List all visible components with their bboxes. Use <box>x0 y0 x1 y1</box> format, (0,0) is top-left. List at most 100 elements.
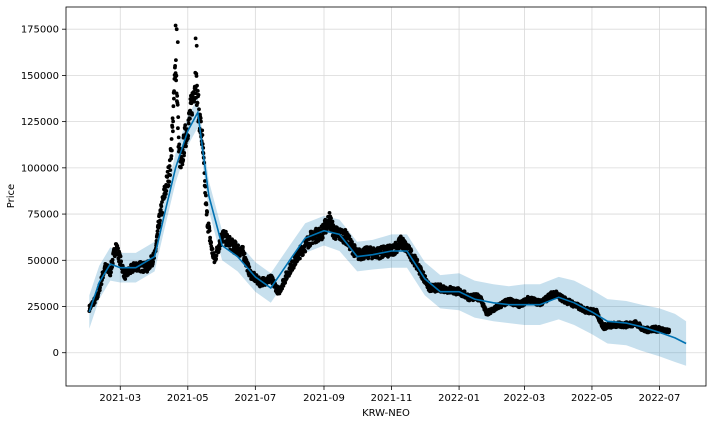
x-tick-label: 2021-07 <box>234 393 276 404</box>
observed-point <box>458 287 462 292</box>
axis-ticks: 0 25000 50000 75000 100000 125000 150000 175000… <box>21 25 681 404</box>
observed-point <box>175 102 180 107</box>
x-tick-label: 2022-01 <box>438 393 480 404</box>
observed-point <box>170 116 175 121</box>
observed-point <box>174 58 178 62</box>
x-tick-label: 2021-09 <box>303 393 345 404</box>
y-tick-label: 100000 <box>21 163 59 174</box>
x-tick-label: 2021-11 <box>371 393 413 404</box>
observed-point <box>200 128 205 133</box>
observed-point <box>179 165 183 170</box>
y-tick-label: 25000 <box>27 302 59 313</box>
observed-point <box>112 254 117 259</box>
observed-point <box>204 202 209 207</box>
observed-point <box>108 273 113 278</box>
observed-point <box>190 112 195 117</box>
observed-point <box>164 189 169 193</box>
observed-outlier-point <box>175 40 180 44</box>
x-tick-label: 2021-05 <box>167 393 209 404</box>
observed-point <box>196 93 201 97</box>
observed-point <box>320 235 325 240</box>
observed-point <box>163 192 168 196</box>
observed-point <box>238 254 242 258</box>
observed-point <box>409 248 414 253</box>
observed-point <box>236 243 241 248</box>
observed-point <box>186 121 191 126</box>
plot-frame <box>65 6 707 387</box>
observed-point <box>343 228 348 232</box>
observed-point <box>212 251 216 255</box>
x-tick-label: 2022-05 <box>571 393 613 404</box>
observed-point <box>110 265 114 269</box>
forecast-path <box>88 109 687 345</box>
observed-point <box>667 329 672 334</box>
observed-point <box>309 229 314 234</box>
y-axis-label: Price <box>6 184 17 208</box>
observed-point <box>171 129 175 134</box>
observed-point <box>166 183 171 188</box>
observed-point <box>233 240 238 245</box>
observed-point <box>118 254 123 259</box>
observed-point <box>177 142 182 147</box>
observed-point <box>241 245 245 249</box>
x-tick-label: 2021-03 <box>99 393 141 404</box>
observed-point <box>421 270 426 275</box>
observed-point <box>172 89 177 94</box>
observed-point <box>368 245 373 250</box>
observed-point <box>327 211 332 215</box>
observed-point <box>176 126 180 131</box>
observed-point <box>170 148 174 153</box>
observed-point <box>169 137 174 141</box>
observed-point <box>329 216 333 221</box>
observed-point <box>168 168 173 173</box>
observed-point <box>209 240 214 245</box>
observed-point <box>197 107 201 112</box>
observed-point <box>173 64 178 68</box>
observed-point <box>171 119 176 124</box>
observed-point <box>123 277 128 281</box>
y-tick-label: 0 <box>53 348 59 359</box>
observed-point <box>160 210 165 215</box>
observed-point <box>195 89 200 93</box>
observed-point <box>159 204 164 209</box>
observed-point <box>170 125 175 129</box>
observed-point <box>162 195 167 199</box>
y-tick-label: 175000 <box>21 25 59 36</box>
observed-point <box>171 104 176 109</box>
observed-point <box>330 219 335 224</box>
observed-point <box>188 116 192 121</box>
observed-point <box>182 151 187 155</box>
observed-point <box>97 288 102 293</box>
observed-point <box>203 179 207 183</box>
observed-point <box>174 73 179 78</box>
observed-point <box>214 253 219 258</box>
observed-point <box>203 184 208 189</box>
observed-point <box>92 300 97 305</box>
observed-point <box>198 116 203 120</box>
observed-point <box>207 228 212 233</box>
observed-outlier-point <box>173 23 178 28</box>
y-tick-label: 50000 <box>27 256 59 267</box>
observed-point <box>206 221 211 226</box>
observed-point <box>175 94 180 98</box>
x-tick-label: 2022-03 <box>504 393 546 404</box>
observed-point <box>242 251 247 256</box>
observed-point <box>167 164 172 168</box>
observed-point <box>205 210 210 215</box>
x-axis-label: KRW-NEO <box>362 408 410 419</box>
observed-point <box>184 144 188 149</box>
observed-point <box>110 257 115 262</box>
observed-point <box>167 179 172 184</box>
observed-point <box>204 193 208 198</box>
observed-point <box>165 169 170 174</box>
observed-outlier-point <box>174 27 179 32</box>
observed-point <box>180 162 185 167</box>
observed-point <box>158 208 163 212</box>
observed-point <box>347 234 352 239</box>
observed-point <box>155 229 160 234</box>
observed-point <box>168 173 173 178</box>
observed-point <box>155 232 160 237</box>
observed-point <box>303 249 308 254</box>
observed-point <box>462 289 467 294</box>
